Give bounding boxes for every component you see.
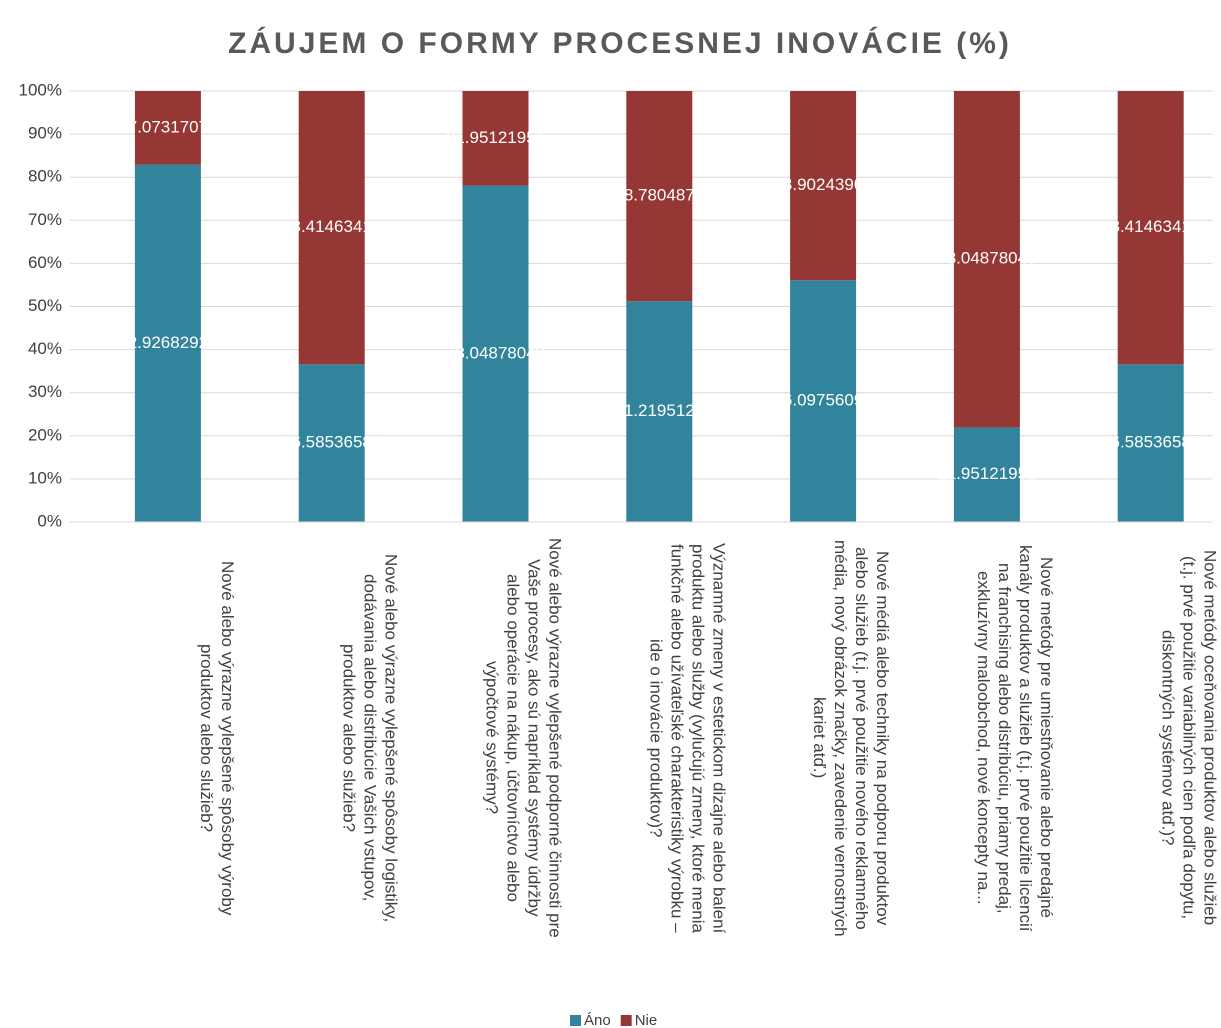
bar-segment [462,91,529,186]
bar-segment [626,91,693,302]
bar-segment [953,427,1020,522]
x-tick-label: Nové metódy pre umiestňovanie alebo pred… [973,544,1056,932]
bar-segment [134,164,201,522]
bar-segment [790,91,857,281]
data-label: 21.95121951 [937,464,1036,483]
bar-segment [1117,91,1184,365]
data-label: 78.04878049 [446,343,545,362]
bar-segment [298,91,365,365]
y-tick-label: 0% [37,511,62,530]
data-label: 82.92682927 [118,333,217,352]
y-tick-label: 20% [28,425,62,444]
legend-label: Áno [584,1012,611,1028]
data-label: 78.04878049 [937,249,1036,268]
bar-segment [1117,364,1184,522]
data-label: 63.41463415 [1101,217,1200,236]
legend-swatch [620,1015,632,1026]
chart-title: ZÁUJEM O FORMY PROCESNEJ INOVÁCIE (%) [228,26,1012,60]
data-label: 17.07317073 [118,117,217,136]
legend-swatch [570,1015,581,1026]
data-label: 36.58536585 [282,433,381,452]
data-label: 56.09756098 [773,391,872,410]
bar-segment [790,280,857,522]
y-tick-label: 70% [28,210,62,229]
x-tick-label: Nové alebo výrazne vylepšené spôsoby výr… [196,560,237,916]
data-label: 21.95121951 [446,128,545,147]
y-tick-label: 60% [28,253,62,272]
data-label: 63.41463415 [282,217,381,236]
x-tick-label: Významné zmeny v estetickom dizajne aleb… [646,542,729,934]
data-label: 48.7804878 [614,186,704,205]
y-tick-label: 80% [28,167,62,186]
x-tick-label: Nové metódy oceňovania produktov alebo s… [1158,550,1220,926]
y-tick-label: 50% [28,296,62,315]
y-tick-label: 10% [28,468,62,487]
data-label: 43.90243902 [773,175,872,194]
bar-segment [626,301,693,522]
y-tick-label: 40% [28,339,62,358]
legend-label: Nie [635,1012,658,1028]
data-label: 51.2195122 [614,401,704,420]
y-tick-label: 90% [28,124,62,143]
bar-segment [462,185,529,523]
x-tick-label: Nové alebo výrazne vylepšené podporné či… [482,538,565,938]
y-tick-label: 30% [28,382,62,401]
y-tick-label: 100% [19,80,62,99]
x-tick-label: Nové alebo výrazne vylepšené spôsoby log… [339,553,401,923]
bar-segment [134,91,201,165]
x-tick-label: Nové médiá alebo techniky na podporu pro… [810,539,893,937]
bar-segment [298,364,365,522]
bar-segment [953,91,1020,428]
data-label: 36.58536585 [1101,433,1200,452]
